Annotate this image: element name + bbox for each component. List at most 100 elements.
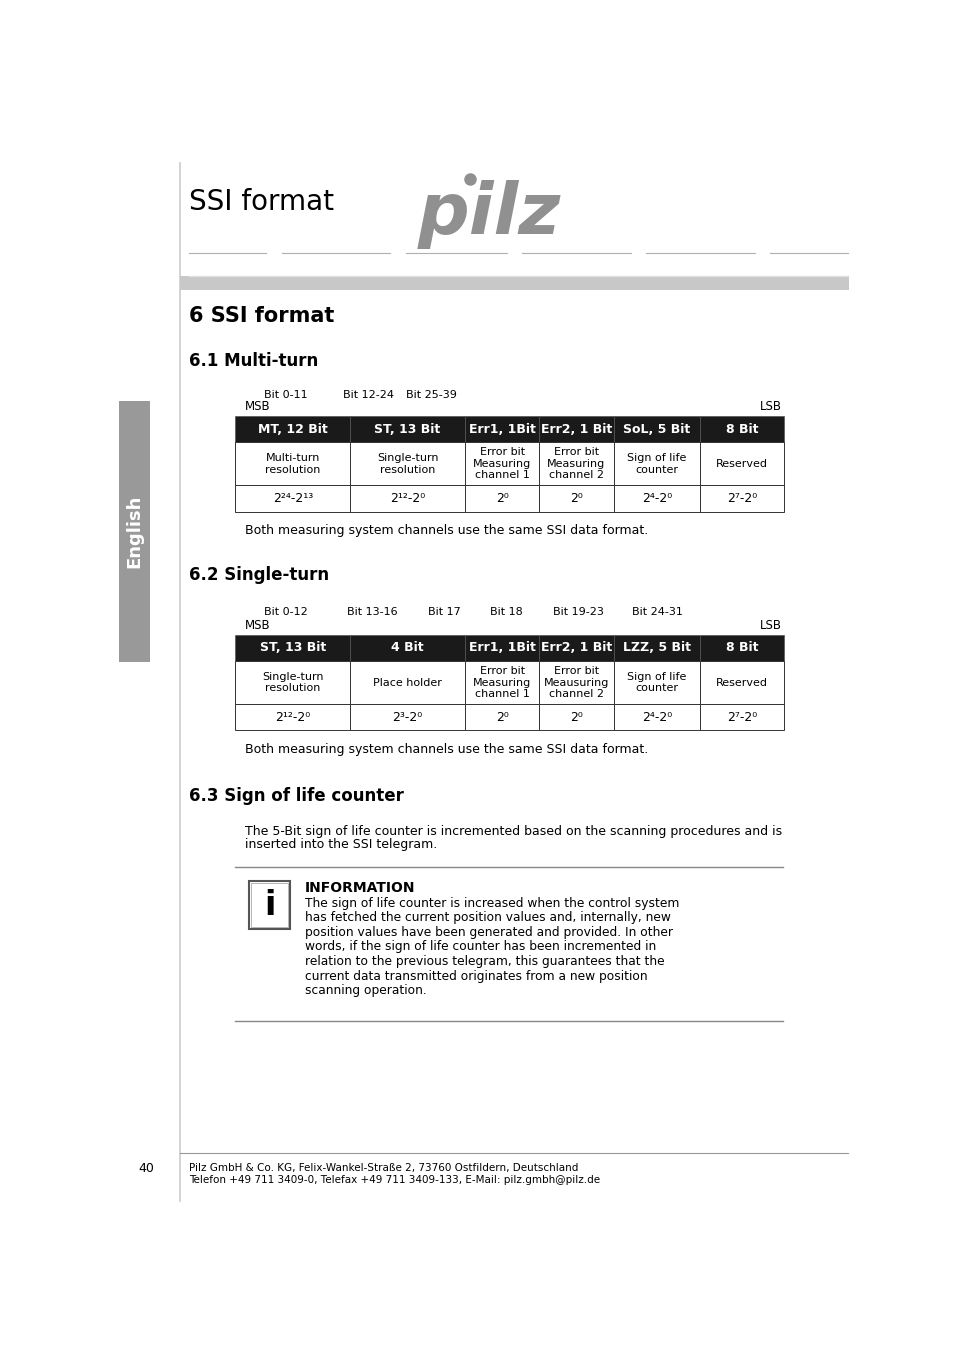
Text: English: English (126, 495, 144, 568)
Text: pilz: pilz (416, 180, 560, 248)
Text: ST, 13 Bit: ST, 13 Bit (374, 423, 440, 436)
Text: Sign of life
counter: Sign of life counter (627, 672, 686, 694)
Bar (700, 705, 783, 730)
Text: 2⁰: 2⁰ (570, 491, 582, 505)
Text: 2¹²-2⁰: 2¹²-2⁰ (390, 491, 425, 505)
Text: MSB: MSB (245, 401, 270, 413)
Text: The 5-Bit sign of life counter is incremented based on the scanning procedures a: The 5-Bit sign of life counter is increm… (245, 825, 781, 838)
Text: 2⁷-2⁰: 2⁷-2⁰ (726, 710, 757, 724)
Bar (700, 662, 783, 705)
Bar (538, 662, 613, 705)
Text: position values have been generated and provided. In other: position values have been generated and … (305, 926, 673, 938)
Bar (350, 416, 464, 443)
Text: Reserved: Reserved (716, 678, 767, 687)
Text: Err2, 1 Bit: Err2, 1 Bit (540, 641, 612, 655)
Text: 40: 40 (138, 1162, 154, 1174)
Bar (538, 486, 613, 512)
Bar (464, 705, 538, 730)
Text: Err2, 1 Bit: Err2, 1 Bit (540, 423, 612, 436)
Text: i: i (264, 888, 275, 922)
Text: 8 Bit: 8 Bit (725, 641, 758, 655)
Bar (464, 486, 538, 512)
Text: 2⁰: 2⁰ (496, 710, 508, 724)
Bar (613, 662, 700, 705)
Text: LZZ, 5 Bit: LZZ, 5 Bit (622, 641, 690, 655)
Bar (538, 416, 613, 443)
Bar (700, 486, 783, 512)
Text: Bit 13-16: Bit 13-16 (347, 606, 397, 617)
Text: Telefon +49 711 3409-0, Telefax +49 711 3409-133, E-Mail: pilz.gmbh@pilz.de: Telefon +49 711 3409-0, Telefax +49 711 … (189, 1174, 599, 1184)
Bar (700, 443, 783, 486)
Text: Multi-turn
resolution: Multi-turn resolution (265, 454, 320, 475)
Bar (613, 486, 700, 512)
Text: relation to the previous telegram, this guarantees that the: relation to the previous telegram, this … (305, 954, 664, 968)
Text: Bit 0-12: Bit 0-12 (264, 606, 308, 617)
Text: Error bit
Measuring
channel 1: Error bit Measuring channel 1 (473, 666, 531, 699)
Bar (249, 882, 290, 929)
Text: Single-turn
resolution: Single-turn resolution (262, 672, 323, 694)
Text: Sign of life
counter: Sign of life counter (627, 454, 686, 475)
Bar (119, 401, 150, 663)
Text: Both measuring system channels use the same SSI data format.: Both measuring system channels use the s… (245, 743, 647, 756)
Text: 8 Bit: 8 Bit (725, 423, 758, 436)
Bar (235, 705, 350, 730)
Text: Err1, 1Bit: Err1, 1Bit (468, 641, 535, 655)
Text: Error bit
Measuring
channel 1: Error bit Measuring channel 1 (473, 447, 531, 481)
Bar (235, 634, 350, 662)
Text: Bit 19-23: Bit 19-23 (552, 606, 603, 617)
Text: The sign of life counter is increased when the control system: The sign of life counter is increased wh… (305, 896, 679, 910)
Bar (464, 634, 538, 662)
Text: 2³-2⁰: 2³-2⁰ (392, 710, 422, 724)
Text: Reserved: Reserved (716, 459, 767, 468)
Text: current data transmitted originates from a new position: current data transmitted originates from… (305, 969, 647, 983)
Text: scanning operation.: scanning operation. (305, 984, 427, 998)
Text: LSB: LSB (760, 620, 781, 632)
Text: 6 SSI format: 6 SSI format (189, 306, 334, 325)
Text: Err1, 1Bit: Err1, 1Bit (468, 423, 535, 436)
Text: 6.3 Sign of life counter: 6.3 Sign of life counter (189, 787, 403, 805)
Bar (350, 486, 464, 512)
Text: 2⁰: 2⁰ (570, 710, 582, 724)
Bar (350, 662, 464, 705)
Text: SSI format: SSI format (189, 188, 334, 216)
Text: Error bit
Measuring
channel 2: Error bit Measuring channel 2 (547, 447, 605, 481)
Bar (251, 883, 288, 927)
Text: Bit 25-39: Bit 25-39 (406, 390, 456, 400)
Bar (235, 486, 350, 512)
Text: 2²⁴-2¹³: 2²⁴-2¹³ (273, 491, 313, 505)
Text: Bit 18: Bit 18 (490, 606, 522, 617)
Text: Bit 12-24: Bit 12-24 (343, 390, 394, 400)
Bar (179, 275, 848, 290)
Text: SoL, 5 Bit: SoL, 5 Bit (623, 423, 690, 436)
Bar (235, 416, 350, 443)
Text: 6.1 Multi-turn: 6.1 Multi-turn (189, 351, 318, 370)
Text: LSB: LSB (760, 401, 781, 413)
Bar (613, 634, 700, 662)
Bar (613, 416, 700, 443)
Text: Place holder: Place holder (373, 678, 441, 687)
Bar (350, 443, 464, 486)
Bar (613, 705, 700, 730)
Text: Bit 24-31: Bit 24-31 (632, 606, 682, 617)
Bar (464, 662, 538, 705)
Bar (538, 634, 613, 662)
Text: Bit 17: Bit 17 (428, 606, 460, 617)
Bar (464, 443, 538, 486)
Text: inserted into the SSI telegram.: inserted into the SSI telegram. (245, 838, 436, 850)
Text: ST, 13 Bit: ST, 13 Bit (259, 641, 326, 655)
Text: 2⁷-2⁰: 2⁷-2⁰ (726, 491, 757, 505)
Bar (464, 416, 538, 443)
Bar (235, 662, 350, 705)
Text: Pilz GmbH & Co. KG, Felix-Wankel-Straße 2, 73760 Ostfildern, Deutschland: Pilz GmbH & Co. KG, Felix-Wankel-Straße … (189, 1162, 578, 1173)
Bar (538, 443, 613, 486)
Bar (350, 705, 464, 730)
Text: Bit 0-11: Bit 0-11 (264, 390, 308, 400)
Bar (235, 443, 350, 486)
Text: 4 Bit: 4 Bit (391, 641, 423, 655)
Text: INFORMATION: INFORMATION (305, 882, 416, 895)
Text: 2⁰: 2⁰ (496, 491, 508, 505)
Text: has fetched the current position values and, internally, new: has fetched the current position values … (305, 911, 670, 925)
Bar (700, 634, 783, 662)
Text: 6.2 Single-turn: 6.2 Single-turn (189, 566, 329, 583)
Text: Both measuring system channels use the same SSI data format.: Both measuring system channels use the s… (245, 524, 647, 537)
